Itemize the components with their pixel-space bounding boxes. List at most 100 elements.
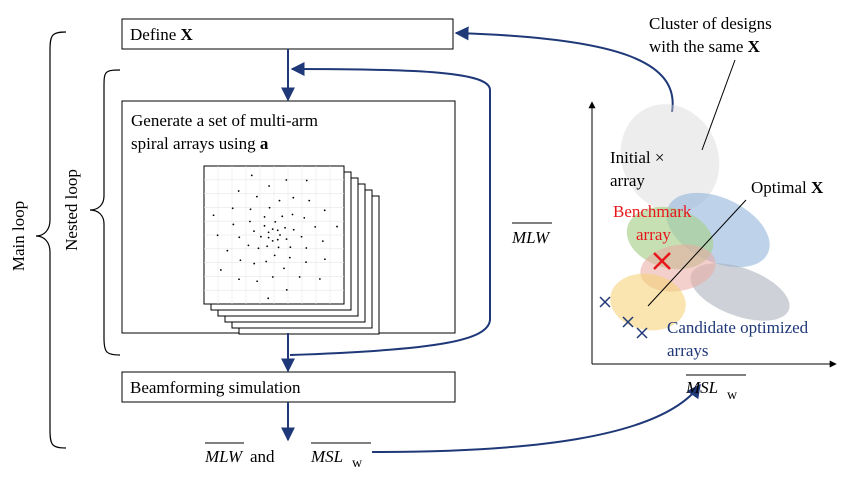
- array-element-dot: [253, 262, 256, 265]
- benchmark-label-line2: array: [636, 225, 671, 244]
- array-element-dot: [268, 206, 271, 209]
- array-element-dot: [268, 185, 271, 187]
- array-element-dot: [238, 236, 241, 239]
- generate-arrays-box: Generate a set of multi-arm spiral array…: [121, 100, 456, 335]
- optimal-pointer-line: [647, 199, 747, 307]
- array-element-dot: [279, 234, 281, 236]
- array-element-dot: [247, 244, 250, 247]
- candidate-marker: [622, 316, 634, 328]
- beamforming-box: Beamforming simulation: [121, 371, 456, 403]
- cluster-blob-gray-top: [620, 104, 720, 212]
- array-element-dot: [323, 209, 326, 212]
- main-loop-brace: [35, 31, 67, 449]
- candidate-label-line2: arrays: [667, 341, 709, 360]
- array-element-dot: [303, 216, 306, 219]
- array-element-dot: [292, 196, 295, 199]
- cluster-label-line1: Cluster of designs: [649, 14, 772, 33]
- optimal-x-label: Optimal X: [751, 178, 824, 197]
- candidate-marker: [599, 296, 611, 308]
- array-element-dot: [271, 228, 274, 231]
- output-mlw: MLW: [204, 447, 244, 466]
- array-element-dot: [249, 220, 251, 223]
- spiral-array-stack: [203, 165, 380, 335]
- generate-label-line1: Generate a set of multi-arm: [131, 111, 318, 130]
- array-element-dot: [305, 247, 308, 249]
- candidate-marker: [636, 327, 648, 339]
- main-loop-label: Main loop: [9, 201, 28, 271]
- array-element-dot: [271, 276, 274, 278]
- nested-loop-label: Nested loop: [62, 169, 81, 251]
- array-element-dot: [278, 199, 281, 202]
- array-element-dot: [237, 190, 240, 192]
- array-element-dot: [276, 229, 279, 232]
- array-element-dot: [238, 278, 240, 281]
- array-element-dot: [285, 179, 288, 181]
- initial-array-label-line2: array: [610, 171, 645, 190]
- array-element-dot: [336, 225, 338, 228]
- array-element-dot: [285, 289, 288, 291]
- array-element-dot: [271, 239, 274, 242]
- array-element-dot: [257, 247, 260, 250]
- array-element-dot: [298, 276, 301, 278]
- output-msl-sub: w: [352, 456, 363, 471]
- array-element-dot: [284, 226, 286, 229]
- array-element-dot: [265, 260, 268, 263]
- plot-y-label: MLW: [511, 228, 551, 247]
- output-metrics-label: MLW and MSL w: [204, 442, 371, 471]
- array-element-dot: [267, 297, 270, 300]
- array-element-dot: [277, 246, 280, 249]
- array-element-dot: [249, 208, 252, 211]
- benchmark-label-line1: Benchmark: [613, 202, 692, 221]
- array-element-dot: [231, 207, 234, 210]
- define-x-label: Define X: [130, 25, 194, 44]
- generate-label-line2: spiral arrays using a: [131, 134, 269, 153]
- array-element-dot: [267, 236, 270, 239]
- plot-x-label: MSL: [685, 378, 718, 397]
- array-element-dot: [281, 215, 284, 218]
- array-element-dot: [321, 240, 324, 243]
- cluster-blob-yellow: [610, 273, 686, 331]
- output-and: and: [250, 447, 275, 466]
- array-element-dot: [305, 261, 307, 264]
- array-element-dot: [318, 278, 321, 280]
- output-to-plot-arrow: [371, 383, 701, 453]
- array-element-dot: [289, 246, 292, 249]
- beamforming-label: Beamforming simulation: [130, 378, 301, 397]
- cluster-label-line2: with the same X: [649, 37, 761, 56]
- array-element-dot: [250, 174, 253, 177]
- array-element-dot: [274, 220, 277, 223]
- array-element-dot: [291, 213, 294, 216]
- plot-x-label-sub: w: [727, 388, 738, 403]
- cluster-blob-gray-bottom: [690, 263, 790, 321]
- array-element-dot: [255, 195, 258, 198]
- array-element-dot: [256, 280, 259, 283]
- output-msl: MSL: [310, 447, 343, 466]
- array-element-dot: [276, 238, 279, 241]
- array-element-dot: [283, 267, 285, 270]
- initial-array-marker: ×: [655, 148, 665, 167]
- objective-space-plot: MLW MSL w Cluster of designs with the sa…: [511, 14, 837, 403]
- array-element-dot: [267, 231, 270, 234]
- array-element-dot: [273, 254, 276, 257]
- array-element-dot: [308, 199, 311, 202]
- nested-loop-brace: [89, 69, 121, 356]
- benchmark-marker: [653, 252, 671, 270]
- array-element-dot: [212, 214, 215, 217]
- array-element-dot: [232, 223, 235, 226]
- array-element-dot: [285, 238, 288, 241]
- array-element-dot: [216, 234, 219, 237]
- array-element-dot: [292, 228, 295, 231]
- array-element-dot: [260, 235, 262, 238]
- main-loop-feedback-arrow: [454, 26, 674, 113]
- array-element-dot: [263, 224, 266, 227]
- array-element-dot: [226, 249, 229, 252]
- candidate-markers: [599, 296, 648, 339]
- array-element-dot: [305, 179, 308, 182]
- array-element-dot: [300, 235, 303, 238]
- initial-array-label-line1: Initial ×: [610, 148, 664, 167]
- array-element-dot: [314, 225, 317, 228]
- array-element-dot: [253, 230, 255, 233]
- array-element-dot: [324, 258, 326, 261]
